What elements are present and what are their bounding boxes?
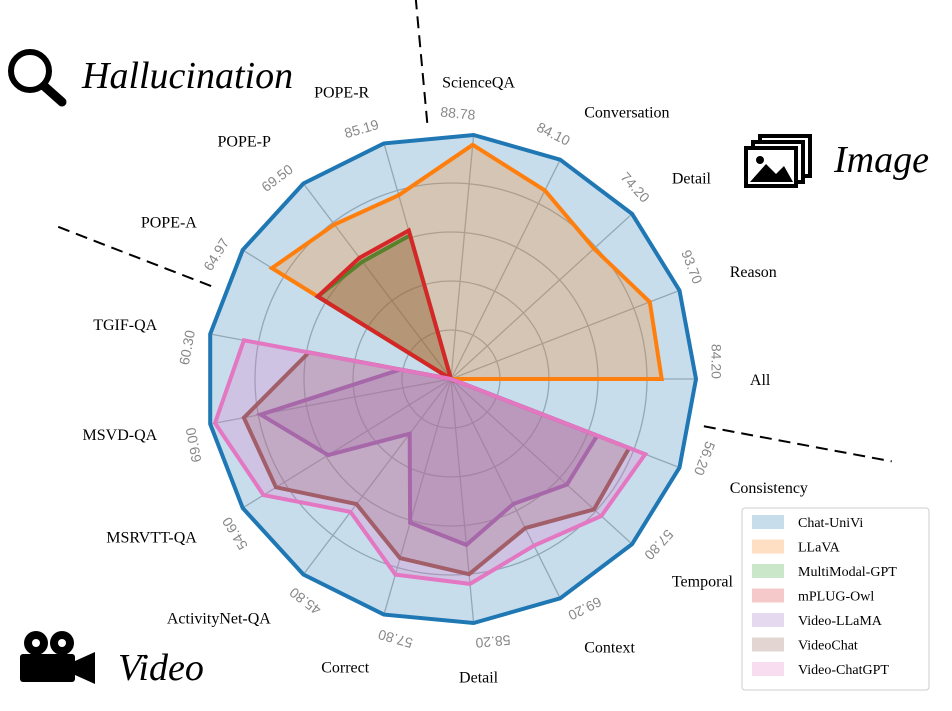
legend-swatch [752, 613, 784, 627]
section-divider [55, 224, 212, 288]
section-divider [414, 0, 429, 123]
axis-label: Context [584, 640, 635, 657]
series-video-llama [255, 367, 601, 548]
legend-entry: VideoChat [798, 639, 858, 654]
grid-spoke [450, 159, 561, 380]
grid-spoke [302, 378, 452, 575]
axis-max-label: 69.50 [258, 161, 296, 195]
axis-label: Correct [321, 659, 370, 676]
axis-label: POPE-R [314, 85, 369, 102]
video-title: Video [118, 647, 204, 689]
legend-entry: Video-LLaMA [798, 614, 883, 629]
film-camera-icon [20, 631, 95, 684]
legend-entry: LLaVA [798, 541, 841, 556]
image-section: Image [744, 134, 929, 188]
axis-label: ScienceQA [442, 74, 515, 91]
legend-entry: mPLUG-Owl [798, 590, 874, 605]
hallucination-title: Hallucination [81, 55, 293, 97]
axis-label: Consistency [730, 480, 808, 497]
axis-max-label: 56.20 [691, 439, 719, 478]
axis-label: POPE-P [218, 133, 271, 150]
series-layer [208, 132, 699, 626]
axis-max-label: 57.80 [641, 526, 677, 563]
legend-swatch [752, 637, 784, 652]
axis-label: TGIF-QA [93, 317, 157, 334]
axis-max-label: 74.20 [617, 169, 653, 206]
image-gallery-icon [744, 134, 812, 188]
legend-swatch [752, 662, 784, 676]
chart-legend: Chat-UniVi LLaVA MultiModal-GPT mPLUG-Owl Vi… [741, 507, 930, 691]
magnifier-icon [8, 49, 67, 107]
grid-spoke [450, 378, 561, 599]
axis-label: Detail [672, 171, 712, 188]
axis-label: MSRVTT-QA [106, 529, 197, 546]
legend-entry: MultiModal-GPT [798, 565, 897, 580]
grid-spoke [210, 378, 452, 425]
axis-max-label: 57.80 [376, 626, 414, 651]
legend-swatch [752, 539, 784, 554]
axis-max-label: 45.80 [286, 584, 324, 618]
axis-label: ActivityNet-QA [167, 611, 271, 628]
image-title: Image [833, 139, 929, 181]
series-mplug-owl [314, 227, 455, 384]
axis-label: Conversation [584, 104, 669, 121]
grid-spoke [450, 289, 680, 380]
legend-frame [741, 507, 930, 691]
video-section: Video [20, 631, 204, 689]
axis-max-label: 60.30 [176, 329, 198, 367]
axis-max-label: 69.00 [182, 426, 204, 464]
axis-max-label: 54.60 [219, 514, 251, 552]
legend-swatch [752, 588, 784, 603]
axis-max-label: 85.19 [342, 116, 380, 141]
axis-max-label: 69.20 [566, 594, 605, 624]
hallucination-section: Hallucination [8, 49, 293, 107]
legend-entry: Video-ChatGPT [798, 663, 889, 678]
section-divider [703, 425, 892, 463]
axis-label: MSVD-QA [83, 427, 158, 444]
grid-spoke [302, 183, 452, 380]
axis-label: Detail [459, 670, 499, 687]
axis-max-label: 88.78 [440, 104, 477, 123]
series-videochat [241, 350, 633, 577]
axis-max-label: 58.20 [475, 632, 512, 651]
section-dividers [55, 0, 892, 463]
series-video-chatgpt [212, 338, 649, 586]
axis-max-label: 84.20 [708, 344, 724, 379]
legend-swatch [752, 515, 784, 529]
axis-max-label: 84.10 [534, 119, 573, 149]
grid-spoke [450, 134, 475, 380]
axis-max-label: 64.97 [200, 235, 232, 273]
legend-entry: Chat-UniVi [798, 516, 863, 531]
axis-label: Reason [730, 264, 777, 281]
axis-max-label: 93.70 [678, 248, 706, 287]
axis-label: Temporal [672, 573, 734, 590]
legend-swatch [752, 564, 784, 578]
grid-spoke [450, 213, 633, 380]
axis-label: All [750, 372, 771, 389]
axis-label: POPE-A [141, 215, 197, 232]
